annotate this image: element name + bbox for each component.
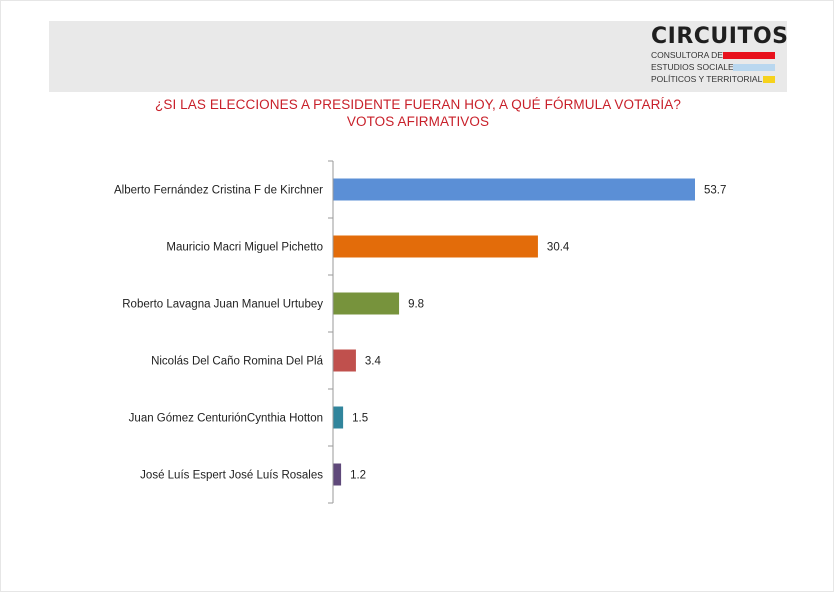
bar bbox=[333, 463, 342, 486]
bar bbox=[333, 235, 538, 258]
category-label: José Luís Espert José Luís Rosales bbox=[140, 470, 323, 482]
data-label: 1.2 bbox=[350, 470, 366, 482]
brand-name: CIRCUITOS bbox=[651, 24, 789, 49]
data-label: 1.5 bbox=[352, 413, 368, 425]
bar bbox=[333, 349, 356, 372]
data-label: 9.8 bbox=[408, 299, 424, 311]
brand-blue-bar bbox=[733, 64, 775, 71]
brand-red-bar bbox=[723, 52, 775, 59]
header-band bbox=[49, 21, 787, 92]
category-label: Juan Gómez CenturiónCynthia Hotton bbox=[129, 413, 323, 425]
category-label: Alberto Fernández Cristina F de Kirchner bbox=[114, 185, 323, 197]
category-label: Nicolás Del Caño Romina Del Plá bbox=[151, 356, 324, 368]
data-label: 30.4 bbox=[547, 242, 570, 254]
data-label: 53.7 bbox=[704, 185, 726, 197]
bar bbox=[333, 406, 344, 429]
category-label: Roberto Lavagna Juan Manuel Urtubey bbox=[122, 299, 323, 311]
bar bbox=[333, 292, 400, 315]
category-label: Mauricio Macri Miguel Pichetto bbox=[166, 242, 323, 254]
brand-yellow-bar bbox=[763, 76, 775, 83]
brand-tagline-line3: POLÍTICOS Y TERRITORIALES bbox=[651, 74, 774, 84]
chart-subtitle: VOTOS AFIRMATIVOS bbox=[346, 114, 490, 129]
brand-tagline-line1: CONSULTORA DE bbox=[651, 50, 723, 60]
brand-tagline-line2: ESTUDIOS SOCIALES, bbox=[651, 62, 742, 72]
bar bbox=[333, 178, 695, 201]
brand-logo: CIRCUITOS CONSULTORA DE ESTUDIOS SOCIALE… bbox=[651, 25, 788, 89]
data-label: 3.4 bbox=[365, 356, 382, 368]
chart-title: ¿SI LAS ELECCIONES A PRESIDENTE FUERAN H… bbox=[155, 97, 681, 112]
